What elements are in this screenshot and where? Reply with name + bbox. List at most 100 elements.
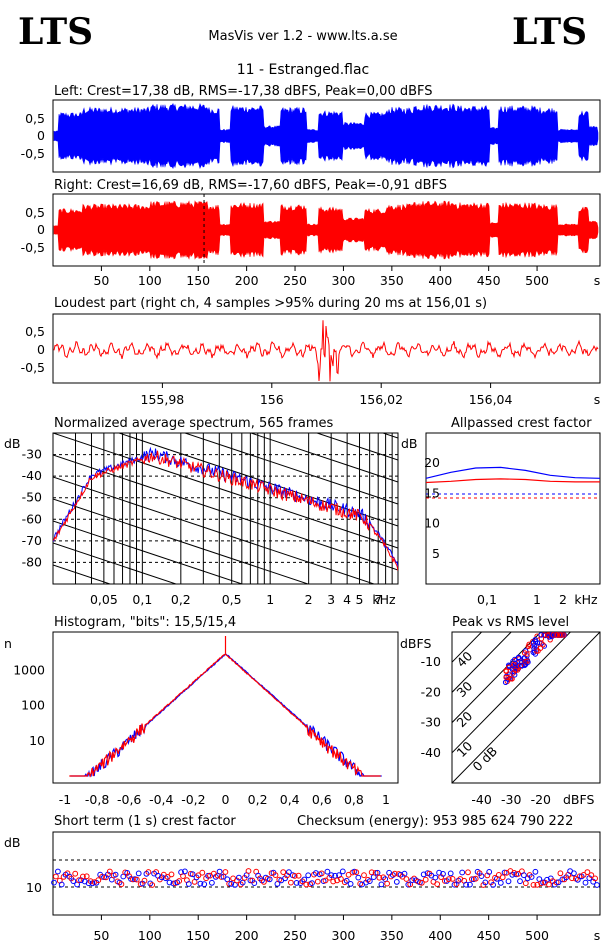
histogram-ytick: 1000 (13, 663, 45, 678)
stc-point (530, 882, 537, 888)
stc-point (467, 881, 473, 888)
right-waveform-area (53, 200, 599, 260)
stc-point (293, 880, 300, 886)
stc-point (106, 868, 113, 875)
stc-point (182, 868, 188, 875)
stc-point (53, 873, 59, 880)
stc-panel: dB 10 50 100 150 200 250 300 350 400 450 500 s (4, 831, 601, 943)
stc-frame (52, 831, 601, 916)
stc-point (118, 881, 125, 888)
pvr-point (525, 643, 532, 649)
x-unit-label: s (594, 273, 601, 288)
stc-point (393, 879, 400, 885)
allpass-ytick: 5 (432, 546, 440, 561)
stc-point (449, 876, 456, 882)
x-tick-label: 400 (428, 273, 452, 288)
stc-point (465, 869, 471, 876)
allpass-ytick: 15 (424, 485, 440, 500)
stc-point (505, 878, 512, 885)
stc-point (532, 868, 539, 875)
spectrum-slope-line (53, 520, 244, 584)
stc-point (216, 868, 223, 875)
right-ytick: 0 (37, 222, 45, 237)
stc-point (355, 874, 362, 881)
x-tick-label: 350 (380, 928, 404, 943)
stc-point (301, 876, 308, 883)
stc-point (515, 871, 521, 877)
stc-point (374, 869, 381, 876)
spectrum-slope-line (53, 454, 398, 571)
stc-point (330, 878, 337, 885)
logo-right: LTS (512, 11, 587, 53)
spectrum-slope-line (53, 542, 178, 584)
stc-title: Short term (1 s) crest factor (54, 814, 236, 829)
spectrum-left-line (53, 446, 398, 567)
stc-point (432, 874, 439, 881)
pvr-point (512, 665, 518, 671)
stc-point (384, 880, 391, 887)
stc-ylabel: dB (4, 835, 21, 850)
stc-point (51, 879, 57, 886)
spectrum-xtick: 0,2 (171, 592, 191, 607)
left-ytick: 0,5 (25, 111, 45, 126)
spectrum-xtick: 5 (356, 592, 364, 607)
pvr-xtick: -30 (501, 792, 521, 807)
spectrum-xtick: 1 (266, 592, 274, 607)
pvr-point (524, 651, 530, 657)
stc-point (166, 879, 173, 886)
pvr-point (537, 645, 544, 651)
spectrum-ytick: -30 (22, 447, 42, 462)
allpass-ytick: 10 (424, 516, 440, 531)
stc-point (141, 877, 148, 884)
stc-point (469, 876, 475, 882)
spectrum-ytick: -40 (22, 468, 42, 483)
pvr-point (554, 632, 560, 638)
stc-point (305, 872, 312, 879)
x-tick-label: 300 (332, 928, 356, 943)
stc-point (209, 879, 215, 886)
stc-point (101, 874, 107, 880)
stc-point (594, 882, 600, 888)
left-waveform-area (53, 102, 599, 170)
pvr-diag-label: 20 (454, 708, 476, 730)
stc-point (434, 881, 441, 887)
pvr-point (522, 659, 528, 665)
stc-point (314, 878, 321, 885)
stc-point (447, 870, 454, 877)
histogram-xtick: 0,6 (312, 792, 332, 807)
stc-point (199, 869, 206, 876)
stc-point (266, 876, 273, 883)
checksum-text: Checksum (energy): 953 985 624 790 222 (297, 814, 573, 829)
spectrum-xtick: 4 (343, 592, 351, 607)
spectrum-right-line (53, 450, 398, 571)
pvr-point (541, 632, 547, 638)
pvr-point (505, 674, 511, 681)
stc-point (135, 870, 142, 877)
stc-point (478, 873, 485, 879)
stc-point (440, 871, 446, 877)
stc-point (368, 869, 375, 876)
stc-point (353, 869, 360, 876)
x-unit-label: s (594, 928, 601, 943)
stc-point (322, 877, 329, 884)
stc-point (205, 872, 212, 879)
pvr-crest-line (452, 632, 600, 783)
histogram-right-line (69, 636, 381, 778)
stc-point (80, 873, 86, 880)
pvr-point (525, 659, 531, 665)
x-tick-label: 250 (283, 928, 307, 943)
spectrum-ytick: -50 (22, 490, 42, 505)
stc-point (582, 879, 589, 886)
stc-point (324, 868, 331, 875)
stc-point (197, 880, 204, 887)
stc-point (546, 881, 552, 888)
stc-point (569, 875, 575, 882)
stc-point (401, 870, 408, 877)
spectrum-slope-line (53, 498, 310, 584)
allpass-right-line (425, 478, 600, 484)
stc-point (189, 871, 196, 878)
histogram-xtick: -0,4 (149, 792, 173, 807)
spectrum-ytick: -60 (22, 511, 42, 526)
x-tick-label: 50 (93, 273, 109, 288)
stc-point (584, 869, 591, 875)
